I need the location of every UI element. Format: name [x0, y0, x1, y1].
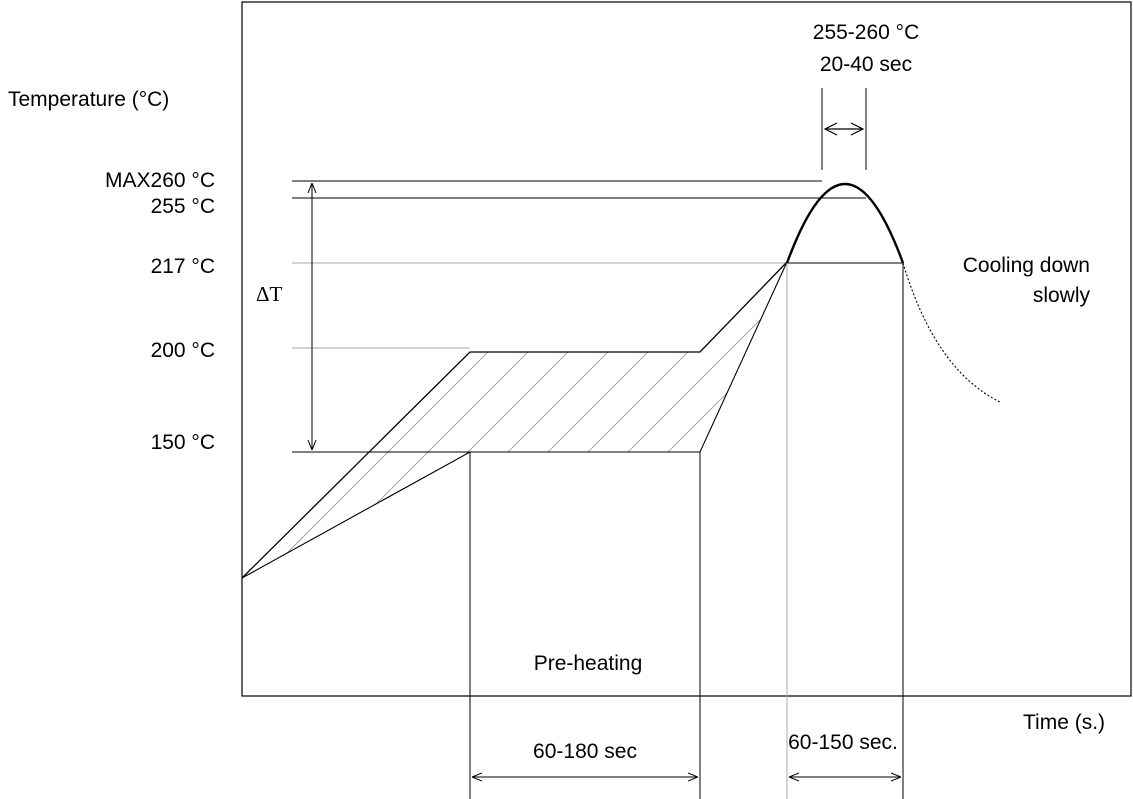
preheating-label: Pre-heating [534, 652, 643, 675]
reflow-duration-label: 60-150 sec. [788, 731, 898, 754]
label-255: 255 °C [151, 195, 215, 218]
label-150: 150 °C [151, 431, 215, 454]
cooling-label-line2: slowly [1033, 284, 1091, 307]
preheat-duration-label: 60-180 sec [533, 740, 637, 763]
label-200: 200 °C [151, 339, 215, 362]
delta-t-label: ΔT [256, 282, 283, 306]
upper-profile-line [241, 261, 788, 579]
peak-temp-range-label: 255-260 °C [813, 21, 919, 44]
label-217: 217 °C [151, 255, 215, 278]
peak-time-range-label: 20-40 sec [820, 53, 912, 76]
lower-profile-line [241, 261, 788, 579]
cooling-curve [902, 262, 1001, 403]
x-axis-label: Time (s.) [1023, 711, 1105, 734]
peak-curve [785, 183, 905, 264]
plot-frame [241, 1, 1132, 697]
cooling-label-line1: Cooling down [963, 254, 1090, 277]
label-max260: MAX260 °C [105, 169, 215, 192]
y-axis-label: Temperature (°C) [8, 88, 169, 111]
